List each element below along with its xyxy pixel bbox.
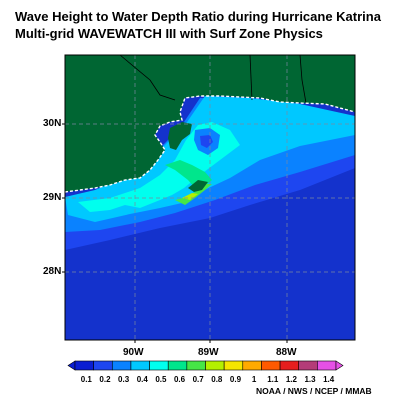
colorbar-min-arrow — [67, 360, 76, 371]
colorbar-swatch — [317, 360, 337, 371]
colorbar-swatch — [111, 360, 132, 371]
colorbar-swatch — [74, 360, 94, 371]
coastline — [64, 95, 356, 193]
colorbar-swatch — [261, 360, 281, 371]
colorbar-tick-label: 1.2 — [285, 375, 297, 384]
colorbar-swatch — [149, 360, 169, 371]
colorbar-tick-label: 1.4 — [323, 375, 335, 384]
colorbar-swatch — [130, 360, 150, 371]
colorbar-tick-label: 0.9 — [229, 375, 242, 384]
state-boundary — [299, 54, 307, 104]
lon-label-88w: 88W — [276, 347, 297, 358]
colorbar-swatch — [223, 360, 244, 371]
lat-label-28n: 28N — [43, 266, 62, 277]
chart-subtitle: Multi-grid WAVEWATCH III with Surf Zone … — [15, 26, 323, 41]
colorbar-tick-label: 0.2 — [99, 375, 111, 384]
colorbar-swatch — [186, 360, 206, 371]
credit-line: NOAA / NWS / NCEP / MMAB — [256, 386, 372, 396]
map-area — [62, 54, 356, 343]
delta-tip — [188, 180, 208, 192]
colorbar-tick-label: 0.6 — [173, 375, 186, 384]
colorbar-swatch — [279, 360, 300, 371]
colorbar-tick-label: 1.1 — [267, 375, 279, 384]
colorbar-tick-label: 0.5 — [155, 375, 167, 384]
lat-label-30n: 30N — [43, 118, 62, 129]
colorbar-tick-label: 0.3 — [118, 375, 130, 384]
colorbar — [67, 360, 344, 371]
colorbar-swatch — [242, 360, 262, 371]
land-mass — [65, 55, 355, 192]
colorbar-swatch — [205, 360, 225, 371]
colorbar-tick-label: 0.4 — [136, 375, 148, 384]
colorbar-tick-label: 0.1 — [80, 375, 92, 384]
colorbar-tick-label: 1.3 — [304, 375, 316, 384]
colorbar-max-arrow — [335, 360, 344, 371]
delta-lake-land — [168, 122, 192, 150]
axis-ticks — [62, 123, 288, 343]
colorbar-swatch — [298, 360, 318, 371]
chart-title: Wave Height to Water Depth Ratio during … — [15, 9, 381, 24]
state-boundary — [249, 54, 253, 101]
colorbar-tick-label: 0.8 — [211, 375, 223, 384]
lon-label-89w: 89W — [198, 347, 219, 358]
lon-label-90w: 90W — [123, 347, 144, 358]
colorbar-swatch — [93, 360, 113, 371]
colorbar-tick-label: 1 — [251, 375, 257, 384]
gridlines — [65, 55, 355, 340]
lat-label-29n: 29N — [43, 192, 62, 203]
colorbar-swatch — [167, 360, 188, 371]
colorbar-tick-label: 0.7 — [192, 375, 204, 384]
lake-inner — [200, 135, 213, 148]
state-boundary — [119, 54, 176, 101]
